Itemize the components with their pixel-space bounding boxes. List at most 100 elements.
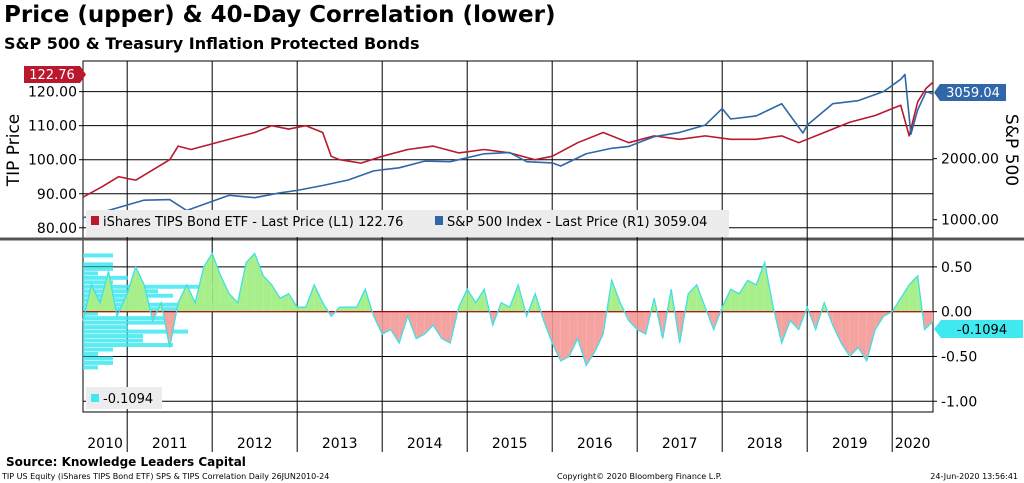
correlation-negative-area — [790, 311, 799, 330]
correlation-negative-area — [424, 311, 434, 335]
corr-badge-box — [941, 320, 1023, 338]
correlation-positive-area — [501, 302, 510, 312]
chart-title: Price (upper) & 40-Day Correlation (lowe… — [4, 2, 556, 28]
left-tick-label: 90.00 — [37, 187, 77, 203]
correlation-positive-area — [186, 284, 196, 312]
correlation-positive-area — [739, 280, 748, 312]
correlation-negative-area — [628, 311, 638, 330]
footer-copyright: Copyright© 2020 Bloomberg Finance L.P. — [557, 472, 722, 481]
correlation-positive-area — [297, 307, 306, 312]
corr-tick-label: -0.50 — [941, 349, 977, 365]
correlation-negative-area — [924, 311, 933, 330]
lower-legend-box — [86, 387, 162, 409]
left-axis-label: TIP Price — [4, 114, 24, 188]
histogram-bar — [83, 325, 128, 330]
correlation-positive-area — [467, 289, 476, 312]
spx-last-value: 3059.04 — [946, 86, 1000, 101]
spx-price-line — [82, 73, 934, 219]
corr-badge-pointer — [934, 320, 941, 338]
histogram-bar — [83, 356, 113, 361]
tip-price-line — [82, 81, 934, 198]
tip-last-value-badge: 122.76 — [24, 66, 86, 83]
correlation-negative-area — [433, 311, 442, 339]
x-tick-label: 2015 — [492, 436, 528, 452]
lower-legend: -0.1094 — [86, 387, 162, 409]
left-tick-label: 100.00 — [28, 153, 77, 169]
correlation-positive-area — [254, 253, 264, 312]
histogram-bar — [83, 360, 113, 365]
correlation-line — [82, 251, 934, 367]
legend-box — [86, 210, 729, 237]
correlation-positive-area — [756, 262, 765, 312]
histogram-bar — [83, 329, 188, 334]
histogram-bar — [83, 338, 143, 343]
lower-legend-label: -0.1094 — [103, 392, 153, 407]
legend-label-tip: iShares TIPS Bond ETF - Last Price (L1) … — [103, 215, 403, 230]
legend-swatch-tip — [91, 216, 99, 225]
correlation-positive-area — [611, 280, 621, 312]
x-tick-label: 2018 — [747, 436, 783, 452]
histogram-bar — [83, 253, 113, 258]
legend-label-spx: S&P 500 Index - Last Price (R1) 3059.04 — [447, 215, 707, 230]
correlation-negative-area — [858, 311, 867, 361]
chart-subtitle: S&P 500 & Treasury Inflation Protected B… — [4, 34, 420, 53]
correlation-negative-area — [390, 311, 400, 344]
correlation-positive-area — [178, 284, 187, 312]
corr-tick-label: 0.00 — [941, 305, 972, 321]
histogram-bar — [83, 320, 173, 325]
correlation-negative-area — [560, 311, 570, 361]
correlation-positive-area — [900, 284, 910, 312]
histogram-bar — [83, 266, 113, 271]
histogram-bar — [83, 365, 98, 370]
histogram-bar — [83, 275, 128, 280]
correlation-negative-area — [552, 311, 561, 361]
correlation-negative-area — [586, 311, 595, 366]
correlation-positive-area — [688, 284, 697, 312]
x-tick-label: 2020 — [895, 436, 931, 452]
correlation-negative-area — [416, 311, 425, 339]
correlation-negative-area — [569, 311, 578, 357]
correlation-positive-area — [314, 284, 323, 312]
x-tick-label: 2013 — [322, 436, 358, 452]
footer-timestamp: 24-Jun-2020 13:56:41 — [930, 472, 1018, 481]
left-tick-label: 110.00 — [28, 119, 77, 135]
histogram-bar — [83, 351, 98, 356]
correlation-positive-area — [229, 293, 238, 312]
correlation-positive-area — [220, 275, 230, 312]
correlation-negative-area — [382, 311, 391, 335]
correlation-negative-area — [543, 311, 553, 344]
right-tick-label: 1000.00 — [941, 213, 999, 229]
tip-badge-box — [24, 66, 80, 83]
upper-grid — [83, 91, 933, 229]
histogram-bar — [83, 307, 248, 312]
spx-badge-pointer — [934, 84, 940, 101]
corr-last-value-badge: -0.1094 — [934, 320, 1023, 338]
corr-last-value: -0.1094 — [957, 323, 1007, 338]
correlation-negative-area — [441, 311, 451, 344]
tip-last-value: 122.76 — [29, 68, 75, 83]
left-tick-label: 120.00 — [28, 85, 77, 101]
price-lines — [82, 73, 934, 219]
histogram-bar — [83, 347, 113, 352]
x-tick-label: 2011 — [152, 436, 188, 452]
footer-description: TIP US Equity (iShares TIPS Bond ETF) SP… — [2, 472, 330, 481]
correlation-positive-area — [730, 289, 740, 312]
x-axis-labels: 2010 2011 2012 2013 2014 2015 2016 2017 2018 2019… — [87, 436, 930, 452]
histogram-bar — [83, 284, 218, 289]
correlation-positive-area — [348, 307, 357, 312]
histogram-bar — [83, 334, 143, 339]
upper-legend: iShares TIPS Bond ETF - Last Price (L1) … — [86, 210, 729, 237]
correlation-positive-area — [127, 266, 136, 312]
x-tick-label: 2017 — [662, 436, 698, 452]
spx-badge-box — [940, 84, 1006, 101]
histogram-bar — [83, 271, 98, 276]
correlation-positive-area — [475, 289, 485, 312]
lower-legend-swatch — [91, 394, 99, 402]
correlation-positive-area — [135, 266, 145, 312]
correlation-positive-area — [909, 275, 918, 312]
correlation-positive-area — [263, 275, 272, 312]
legend-swatch-spx — [435, 216, 443, 225]
x-tick-label: 2019 — [832, 436, 868, 452]
correlation-negative-area — [594, 311, 604, 352]
